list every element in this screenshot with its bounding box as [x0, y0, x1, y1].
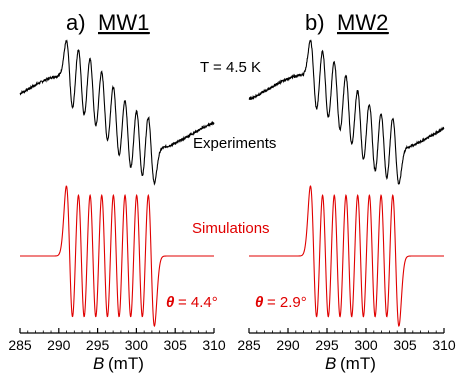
- panel-b-label: b): [305, 10, 325, 35]
- panel-1-tick-label-3: 300: [354, 337, 378, 353]
- panel-1-tick-label-2: 295: [315, 337, 339, 353]
- panel-1-tick-label-5: 310: [432, 337, 456, 353]
- panel-0-tick-label-3: 300: [125, 337, 149, 353]
- panel-1-tick-label-1: 290: [276, 337, 300, 353]
- panel-b-theta-value: = 2.9°: [267, 294, 307, 311]
- panel-a-theta-value: = 4.4°: [178, 294, 218, 311]
- panel-0-tick-label-2: 295: [86, 337, 110, 353]
- panel-0-simulated-trace: [20, 185, 214, 328]
- panel-b-xlabel-unit: (mT): [340, 354, 376, 373]
- panel-0-tick-label-5: 310: [202, 337, 226, 353]
- panel-0-experimental-trace: [19, 39, 215, 186]
- panel-b-theta-symbol: θ: [255, 294, 264, 311]
- panel-b-xlabel-symbol: B: [325, 354, 336, 373]
- panel-b-name: MW2: [337, 10, 388, 35]
- panel-a-label: a): [66, 10, 86, 35]
- panel-1-tick-label-4: 305: [393, 337, 417, 353]
- panel-a-name: MW1: [98, 10, 149, 35]
- panel-0-tick-label-1: 290: [47, 337, 71, 353]
- experiments-label: Experiments: [193, 135, 276, 152]
- panel-a-theta-symbol: θ: [166, 294, 175, 311]
- panel-a-xlabel-symbol: B: [93, 354, 104, 373]
- panel-1-simulated-trace: [249, 185, 444, 328]
- panel-0-tick-label-0: 285: [8, 337, 32, 353]
- simulations-label: Simulations: [192, 220, 270, 237]
- panel-a-xlabel-unit: (mT): [108, 354, 144, 373]
- plot-layer: 285 290 295 300 305 310 285 290 295 300 305 310: [8, 39, 456, 353]
- temperature-label: T = 4.5 K: [200, 59, 261, 76]
- panel-0-tick-label-4: 305: [164, 337, 188, 353]
- panel-1-tick-label-0: 285: [237, 337, 261, 353]
- panel-1-experimental-trace: [248, 39, 445, 185]
